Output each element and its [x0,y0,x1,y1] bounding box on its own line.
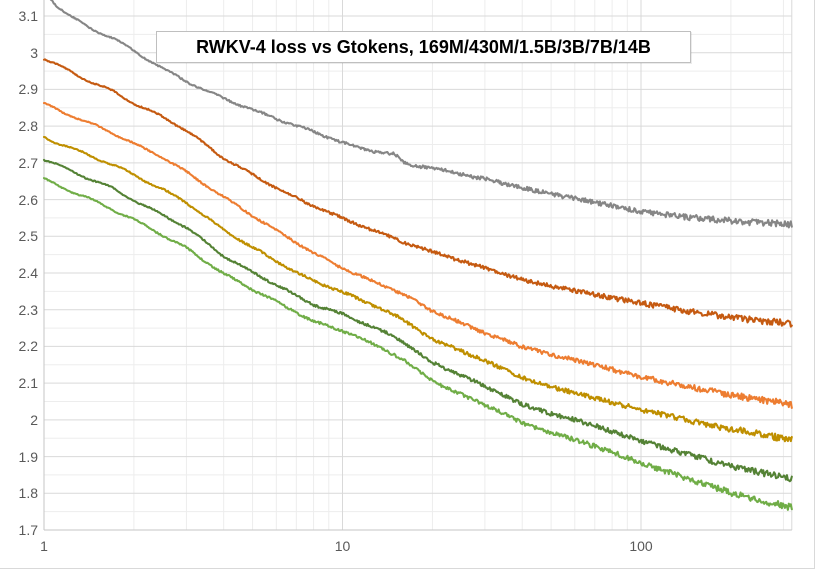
y-tick-label: 1.9 [18,448,38,465]
y-tick-label: 1.7 [18,521,38,538]
y-tick-label: 2.6 [18,191,38,208]
x-tick-label: 10 [334,538,351,554]
y-tick-label: 3.1 [18,8,38,24]
y-tick-label: 2.2 [18,338,38,355]
x-tick-label: 100 [629,538,653,554]
series-169M [49,0,793,229]
y-tick-label: 2.1 [18,375,38,392]
y-tick-label: 3 [30,44,38,61]
y-tick-label: 1.8 [18,485,38,502]
series-1.5B [42,101,793,409]
x-tick-label: 1 [40,538,48,554]
chart-frame-right-border [814,0,815,569]
chart-frame-bottom-border [0,568,815,569]
series-430M [42,58,793,328]
chart-title-box: RWKV-4 loss vs Gtokens, 169M/430M/1.5B/3… [156,31,691,63]
series-3B [42,135,793,443]
y-tick-label: 2.7 [18,154,38,171]
series-7B [42,158,793,483]
y-tick-label: 2.4 [18,264,38,281]
y-tick-label: 2.8 [18,118,38,135]
y-tick-label: 2 [30,411,38,428]
y-tick-label: 2.9 [18,81,38,98]
series-14B [42,177,793,511]
y-tick-label: 2.3 [18,301,38,318]
chart-title: RWKV-4 loss vs Gtokens, 169M/430M/1.5B/3… [196,36,651,57]
y-tick-label: 2.5 [18,228,38,245]
